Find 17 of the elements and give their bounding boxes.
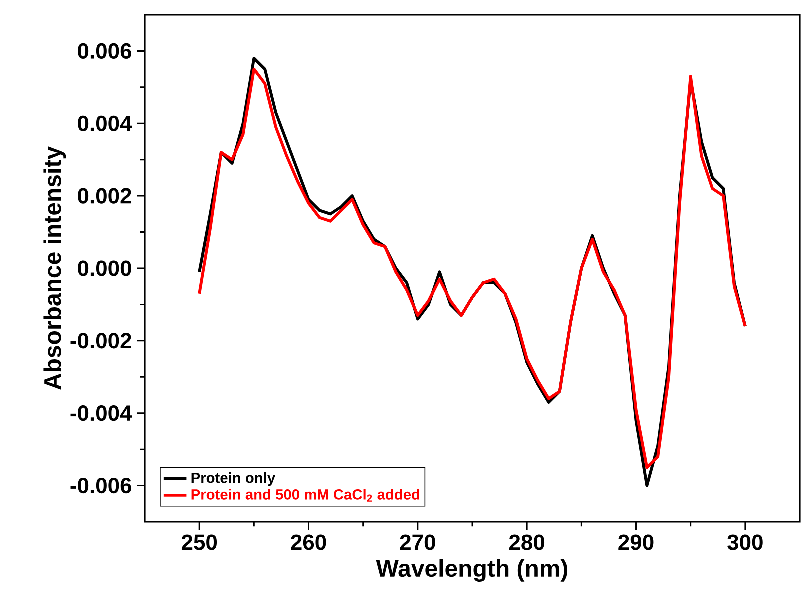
y-axis-title: Absorbance intensity	[44, 146, 66, 390]
legend-label: Protein only	[192, 472, 276, 486]
y-tick-label: 0.002	[78, 188, 132, 204]
y-tick-label: 0.000	[78, 260, 132, 276]
x-tick-label: 280	[509, 534, 545, 550]
x-tick-label: 300	[728, 534, 763, 550]
y-tick-label: 0.004	[78, 116, 132, 132]
y-tick-label: -0.002	[70, 333, 132, 349]
y-tick-label: -0.006	[70, 478, 132, 494]
x-tick-label: 260	[291, 534, 326, 550]
y-tick-label: -0.004	[70, 406, 132, 422]
legend-label: Protein and 500 mM CaCl$_{2}$ added	[192, 489, 420, 502]
x-axis-title: Wavelength (nm)	[376, 559, 568, 582]
x-tick-label: 290	[618, 534, 654, 550]
x-tick-label: 270	[400, 534, 436, 550]
x-tick-label: 250	[182, 534, 218, 550]
y-tick-label: 0.006	[78, 43, 132, 59]
